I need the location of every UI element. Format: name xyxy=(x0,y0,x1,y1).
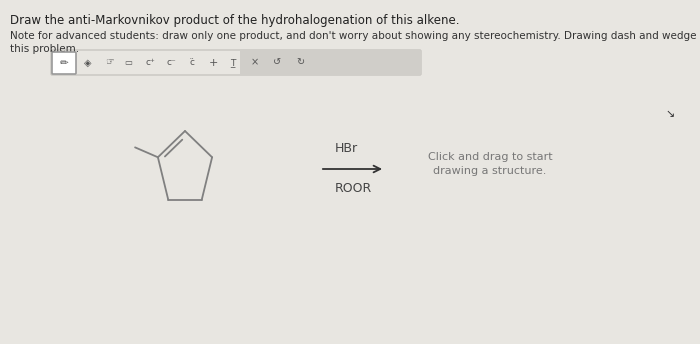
Text: ☞: ☞ xyxy=(104,57,113,67)
Text: c̈: c̈ xyxy=(190,58,195,67)
Text: ↘: ↘ xyxy=(665,109,675,119)
Text: ↺: ↺ xyxy=(273,57,281,67)
Text: ↻: ↻ xyxy=(296,57,304,67)
Text: Note for advanced students: draw only one product, and don't worry about showing: Note for advanced students: draw only on… xyxy=(10,31,700,54)
FancyBboxPatch shape xyxy=(240,50,421,75)
Text: ▭: ▭ xyxy=(124,58,132,67)
Text: ×: × xyxy=(251,57,259,67)
Text: ROOR: ROOR xyxy=(335,183,372,195)
FancyBboxPatch shape xyxy=(52,52,76,74)
Text: Click and drag to start
drawing a structure.: Click and drag to start drawing a struct… xyxy=(428,152,552,176)
Text: c⁺: c⁺ xyxy=(145,58,155,67)
Text: c⁻: c⁻ xyxy=(166,58,176,67)
Text: HBr: HBr xyxy=(335,142,358,155)
Text: T̲: T̲ xyxy=(230,58,236,67)
FancyBboxPatch shape xyxy=(51,50,421,75)
Text: ✏: ✏ xyxy=(60,57,69,67)
Text: +: + xyxy=(209,57,218,67)
Text: Draw the anti-Markovnikov product of the hydrohalogenation of this alkene.: Draw the anti-Markovnikov product of the… xyxy=(10,14,459,27)
Text: ◈: ◈ xyxy=(84,57,92,67)
